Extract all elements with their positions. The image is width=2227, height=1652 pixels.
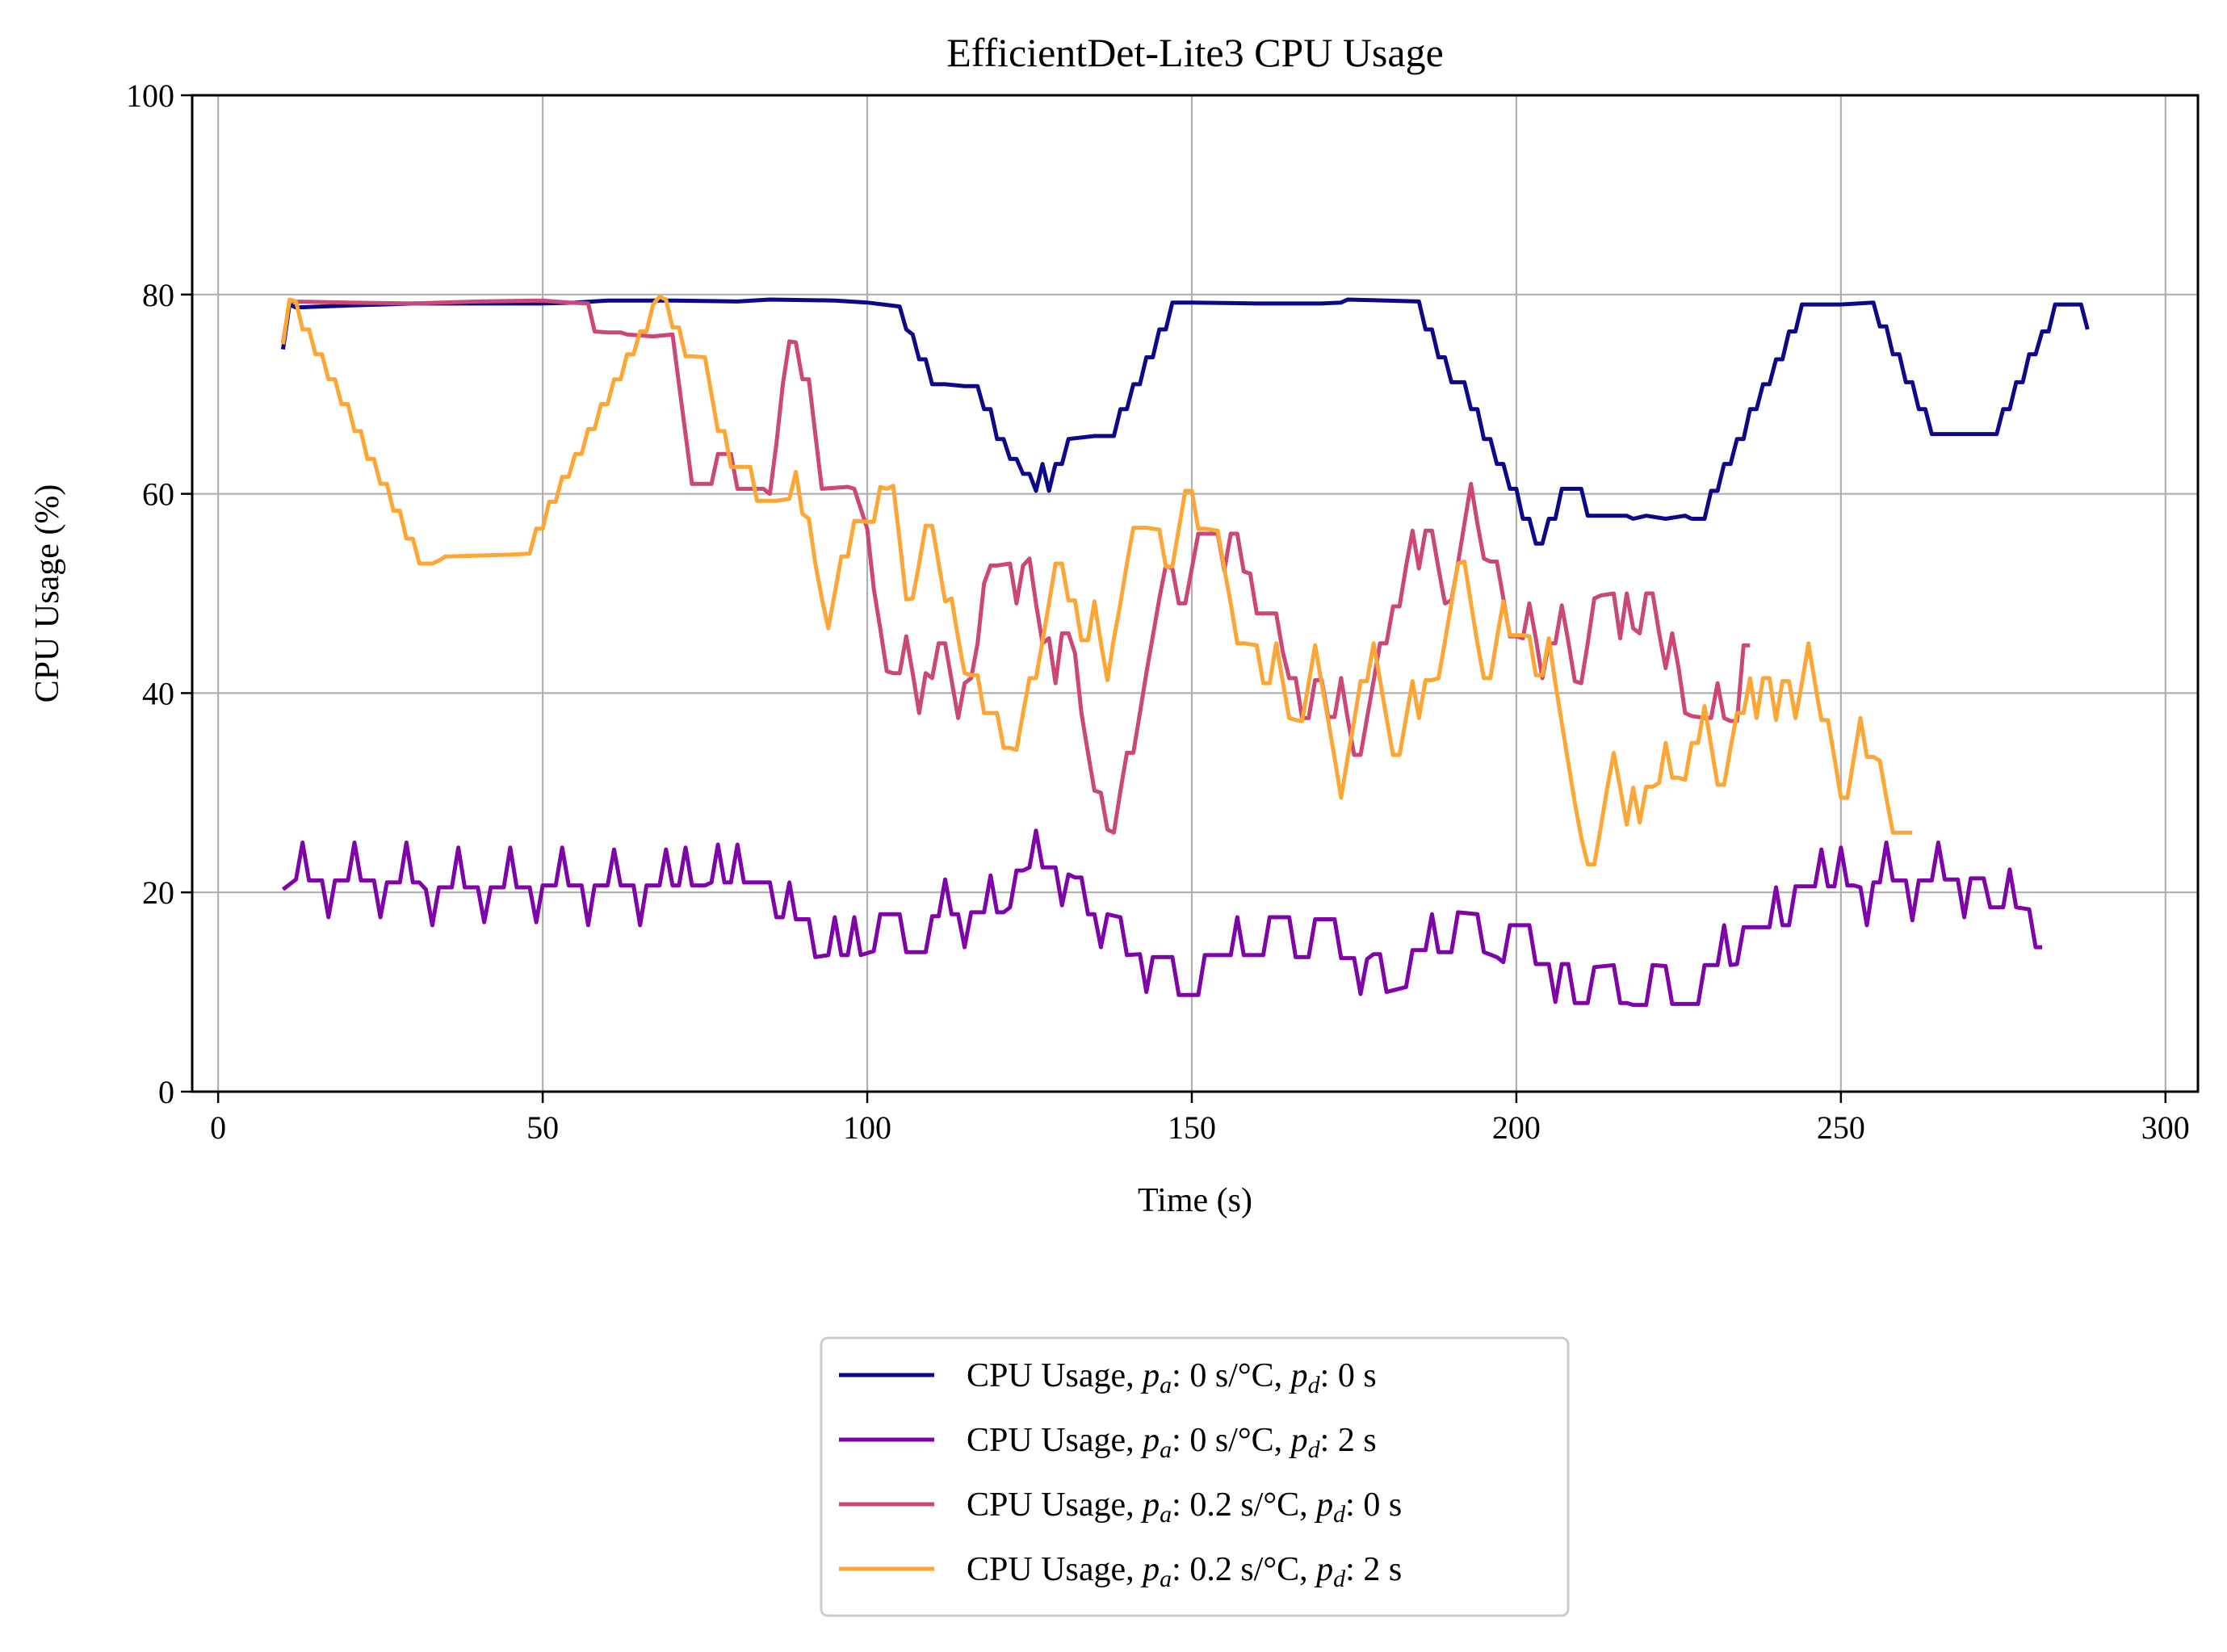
series-line-2 xyxy=(281,828,2043,1008)
plot-frame xyxy=(191,94,2200,1093)
legend-label-1: CPU Usage, pa: 0 s/°C, pd: 0 s xyxy=(967,1357,1377,1398)
y-tick-label: 20 xyxy=(142,874,174,911)
y-tick-label: 80 xyxy=(142,277,174,313)
chart-title: EfficientDet-Lite3 CPU Usage xyxy=(946,30,1444,75)
y-tick-label: 0 xyxy=(158,1074,174,1110)
legend-box xyxy=(820,1336,1570,1617)
y-tick-label: 100 xyxy=(126,78,174,114)
series-lines xyxy=(281,294,2090,1008)
y-axis-label: CPU Usage (%) xyxy=(29,484,66,703)
x-axis-label: Time (s) xyxy=(1138,1182,1252,1219)
x-tick-label: 250 xyxy=(1817,1109,1865,1146)
x-tick-label: 50 xyxy=(526,1109,559,1146)
series-line-4 xyxy=(281,294,1913,867)
legend-label-2: CPU Usage, pa: 0 s/°C, pd: 2 s xyxy=(967,1422,1377,1463)
x-tick-label: 300 xyxy=(2141,1109,2190,1146)
series-line-1 xyxy=(281,297,2090,546)
x-tick-label: 200 xyxy=(1492,1109,1541,1146)
axis-ticks: 0 50 100 150 200 250 300 0 20 40 60 80 100 xyxy=(126,78,2190,1146)
legend-label-4: CPU Usage, pa: 0.2 s/°C, pd: 2 s xyxy=(967,1551,1402,1592)
legend-label-3: CPU Usage, pa: 0.2 s/°C, pd: 0 s xyxy=(967,1486,1402,1528)
y-tick-label: 40 xyxy=(142,675,174,711)
series-line-3 xyxy=(281,298,1751,835)
x-tick-label: 150 xyxy=(1168,1109,1216,1146)
x-tick-label: 0 xyxy=(210,1109,226,1146)
x-tick-label: 100 xyxy=(843,1109,891,1146)
y-tick-label: 60 xyxy=(142,476,174,513)
legend: CPU Usage, pa: 0 s/°C, pd: 0 s CPU Usage,… xyxy=(820,1336,1570,1617)
